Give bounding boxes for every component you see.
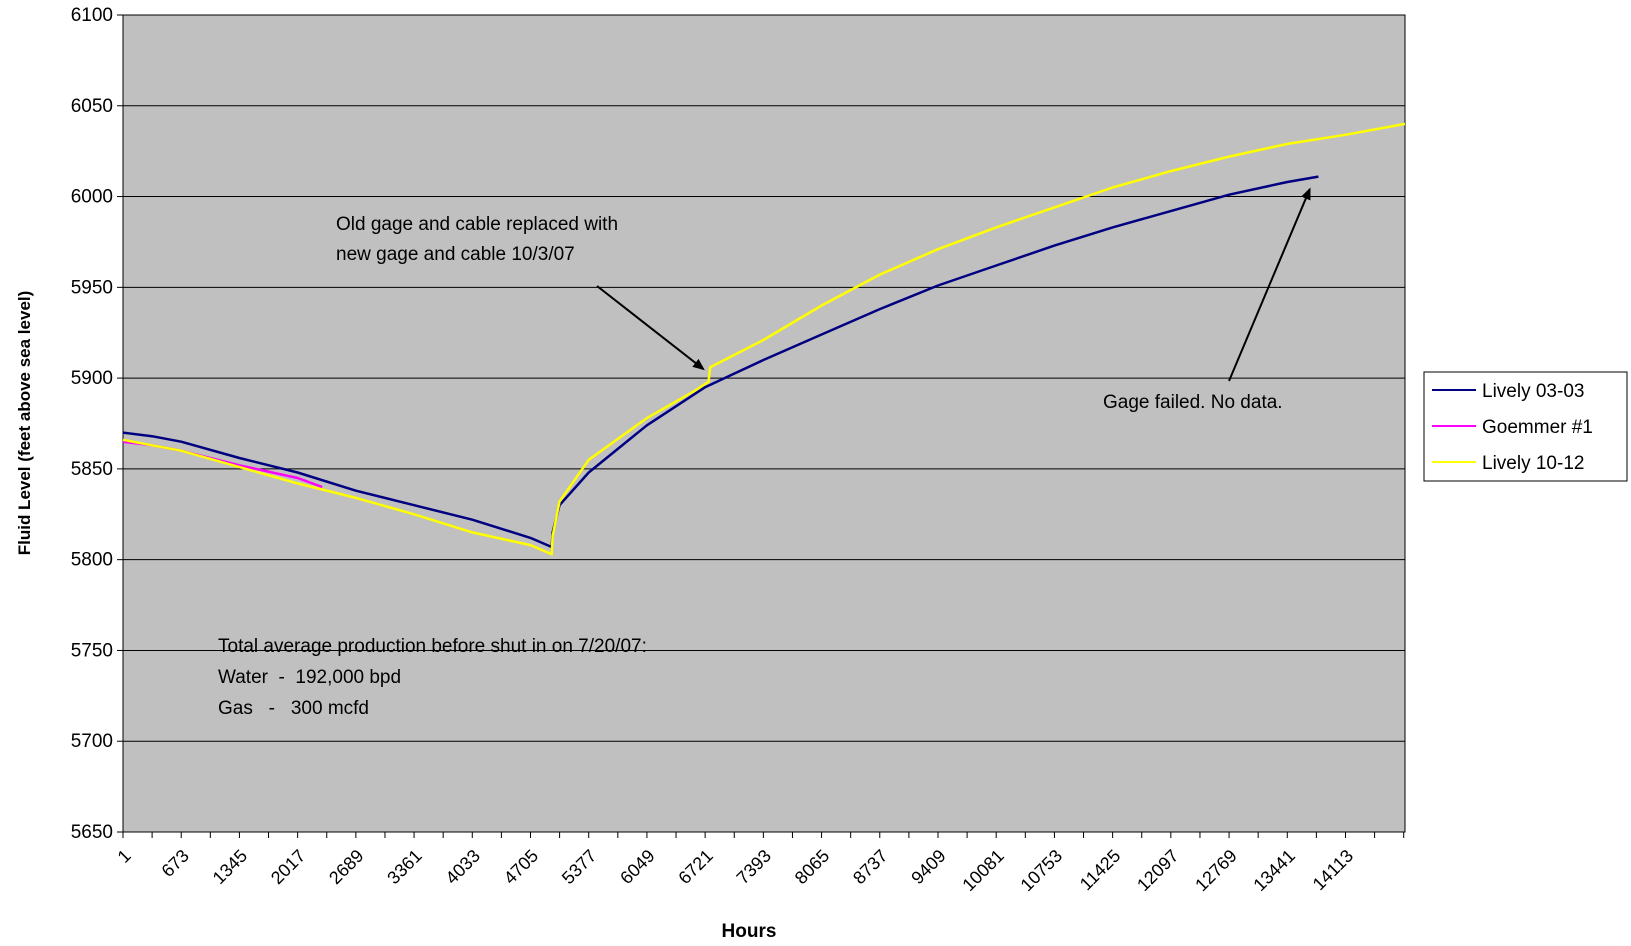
y-tick-label: 5750 xyxy=(71,640,113,661)
x-tick-label: 2689 xyxy=(325,846,367,888)
x-tick-label: 673 xyxy=(158,846,193,881)
annotation-text-line: new gage and cable 10/3/07 xyxy=(336,244,575,265)
annotation-text-line: Old gage and cable replaced with xyxy=(336,214,618,235)
y-axis-label: Fluid Level (feet above sea level) xyxy=(15,291,34,556)
x-axis-label: Hours xyxy=(722,921,777,942)
x-tick-label: 1 xyxy=(114,846,135,867)
x-tick-label: 3361 xyxy=(383,846,425,888)
y-tick-label: 6100 xyxy=(71,5,113,26)
x-tick-label: 13441 xyxy=(1249,846,1299,896)
x-tick-label: 12097 xyxy=(1133,846,1183,896)
y-axis-ticks: 5650 5700 5750 5800 5850 5900 5950 6000 6050 6100 xyxy=(71,5,123,843)
legend-label: Lively 10-12 xyxy=(1482,453,1584,474)
x-tick-label: 9409 xyxy=(907,846,949,888)
y-tick-label: 5900 xyxy=(71,368,113,389)
series-lines xyxy=(122,122,1406,556)
x-tick-label: 4705 xyxy=(500,846,542,888)
x-tick-label: 10753 xyxy=(1017,846,1067,896)
annotation-arrow xyxy=(596,285,705,371)
x-tick-label: 8065 xyxy=(791,846,833,888)
annotation-gage-replaced: Old gage and cable replaced with new gag… xyxy=(336,214,705,371)
series-line-0 xyxy=(122,175,1319,549)
x-tick-label: 8737 xyxy=(849,846,891,888)
x-axis-ticks: 1 673 1345 2017 2689 3361 4033 4705 5377 6049 6721… xyxy=(114,832,1405,896)
x-tick-label: 6721 xyxy=(674,846,716,888)
gridlines xyxy=(123,105,1405,742)
y-tick-label: 5650 xyxy=(71,822,113,843)
legend-label: Goemmer #1 xyxy=(1482,417,1593,438)
x-tick-label: 5377 xyxy=(558,846,600,888)
x-tick-label: 12769 xyxy=(1191,846,1241,896)
legend: Lively 03-03 Goemmer #1 Lively 10-12 xyxy=(1423,371,1628,482)
annotation-text-line: Gage failed. No data. xyxy=(1103,392,1283,413)
annotation-text-line: Gas - 300 mcfd xyxy=(218,698,369,719)
y-tick-label: 5950 xyxy=(71,277,113,298)
y-tick-label: 5850 xyxy=(71,459,113,480)
x-tick-label: 14113 xyxy=(1309,846,1358,895)
x-tick-label: 11425 xyxy=(1076,846,1125,895)
x-tick-label: 7393 xyxy=(733,846,775,888)
annotation-text-line: Total average production before shut in … xyxy=(218,636,647,657)
y-tick-label: 6050 xyxy=(71,96,113,117)
annotation-text-line: Water - 192,000 bpd xyxy=(218,667,401,688)
y-tick-label: 6000 xyxy=(71,187,113,208)
y-tick-label: 5700 xyxy=(71,731,113,752)
legend-label: Lively 03-03 xyxy=(1482,381,1584,402)
annotation-gage-failed: Gage failed. No data. xyxy=(1103,187,1311,413)
x-tick-label: 4033 xyxy=(442,846,484,888)
x-tick-label: 6049 xyxy=(616,846,658,888)
x-tick-label: 1345 xyxy=(209,846,251,888)
x-tick-label: 2017 xyxy=(267,846,309,888)
y-tick-label: 5800 xyxy=(71,550,113,571)
series-line-2 xyxy=(122,122,1406,556)
plot-area xyxy=(122,14,1406,833)
annotation-arrow xyxy=(1228,187,1311,382)
annotation-production: Total average production before shut in … xyxy=(218,636,647,719)
x-tick-label: 10081 xyxy=(958,846,1008,896)
